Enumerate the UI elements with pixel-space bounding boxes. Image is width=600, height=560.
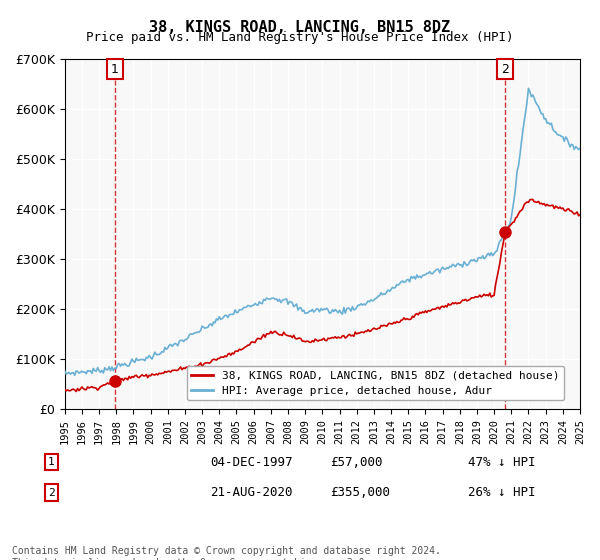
Text: £57,000: £57,000 — [330, 455, 383, 469]
Text: 26% ↓ HPI: 26% ↓ HPI — [468, 486, 536, 500]
Legend: 38, KINGS ROAD, LANCING, BN15 8DZ (detached house), HPI: Average price, detached: 38, KINGS ROAD, LANCING, BN15 8DZ (detac… — [187, 366, 564, 400]
Text: 1: 1 — [111, 63, 119, 76]
Text: 2: 2 — [501, 63, 509, 76]
Text: £355,000: £355,000 — [330, 486, 390, 500]
Text: 1: 1 — [48, 457, 55, 467]
Text: Price paid vs. HM Land Registry's House Price Index (HPI): Price paid vs. HM Land Registry's House … — [86, 31, 514, 44]
Text: 38, KINGS ROAD, LANCING, BN15 8DZ: 38, KINGS ROAD, LANCING, BN15 8DZ — [149, 20, 451, 35]
Text: 47% ↓ HPI: 47% ↓ HPI — [468, 455, 536, 469]
Text: 04-DEC-1997: 04-DEC-1997 — [210, 455, 293, 469]
Text: 2: 2 — [48, 488, 55, 498]
Text: Contains HM Land Registry data © Crown copyright and database right 2024.
This d: Contains HM Land Registry data © Crown c… — [12, 546, 441, 560]
Text: 21-AUG-2020: 21-AUG-2020 — [210, 486, 293, 500]
